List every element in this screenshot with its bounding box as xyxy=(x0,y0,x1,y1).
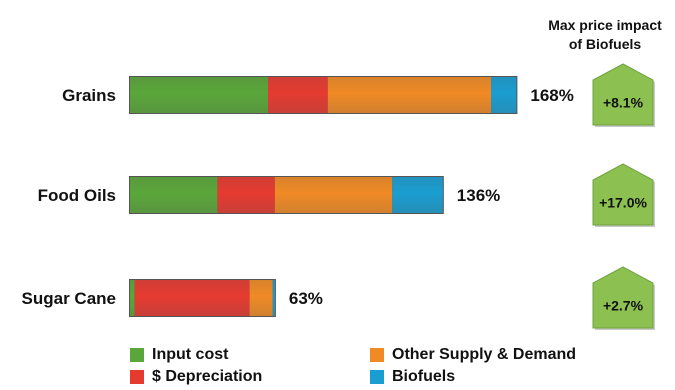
bar-grains-biofuels xyxy=(491,77,517,113)
total-label-grains: 168% xyxy=(530,86,573,105)
bar-food-oils-biofuels xyxy=(392,177,443,213)
legend-label-input-cost: Input cost xyxy=(152,346,229,363)
total-label-food-oils: 136% xyxy=(457,186,500,205)
impact-header: Max price impact of Biofuels xyxy=(536,16,674,54)
legend: Input cost $ Depreciation Other Supply &… xyxy=(130,345,650,389)
impact-label-grains: +8.1% xyxy=(603,95,644,111)
impact-header-line-1: Max price impact xyxy=(548,17,662,33)
impact-label-food-oils: +17.0% xyxy=(599,195,647,211)
legend-swatch-depreciation xyxy=(130,370,144,384)
impact-header-line-2: of Biofuels xyxy=(568,36,642,52)
legend-item-other-supply-demand: Other Supply & Demand xyxy=(370,345,576,365)
category-label-food-oils: Food Oils xyxy=(38,186,116,205)
bar-sugar-cane-depreciation xyxy=(134,280,250,316)
legend-swatch-biofuels xyxy=(370,370,384,384)
total-label-sugar-cane: 63% xyxy=(289,289,323,308)
legend-item-depreciation: $ Depreciation xyxy=(130,367,262,387)
impact-badge-food-oils xyxy=(592,163,654,226)
bar-grains-depreciation xyxy=(268,77,328,113)
legend-item-biofuels: Biofuels xyxy=(370,367,455,387)
bar-grains-input-cost xyxy=(130,77,268,113)
impact-badge-grains xyxy=(592,63,654,126)
legend-label-depreciation: $ Depreciation xyxy=(152,368,263,385)
bar-grains-other-supply-demand xyxy=(327,77,492,113)
impact-badge-sugar-cane xyxy=(592,266,654,329)
legend-swatch-input-cost xyxy=(130,348,144,362)
bar-food-oils-depreciation xyxy=(217,177,275,213)
legend-swatch-other-supply-demand xyxy=(370,348,384,362)
legend-label-other-supply-demand: Other Supply & Demand xyxy=(392,346,577,363)
bar-food-oils-other-supply-demand xyxy=(274,177,393,213)
legend-item-input-cost: Input cost xyxy=(130,345,228,365)
bar-sugar-cane-other-supply-demand xyxy=(249,280,273,316)
category-label-sugar-cane: Sugar Cane xyxy=(22,289,116,308)
bar-sugar-cane-input-cost xyxy=(130,280,135,316)
legend-label-biofuels: Biofuels xyxy=(392,368,456,385)
bar-sugar-cane-biofuels xyxy=(272,280,275,316)
bar-food-oils-input-cost xyxy=(130,177,218,213)
category-label-grains: Grains xyxy=(62,86,116,105)
impact-label-sugar-cane: +2.7% xyxy=(603,298,644,314)
